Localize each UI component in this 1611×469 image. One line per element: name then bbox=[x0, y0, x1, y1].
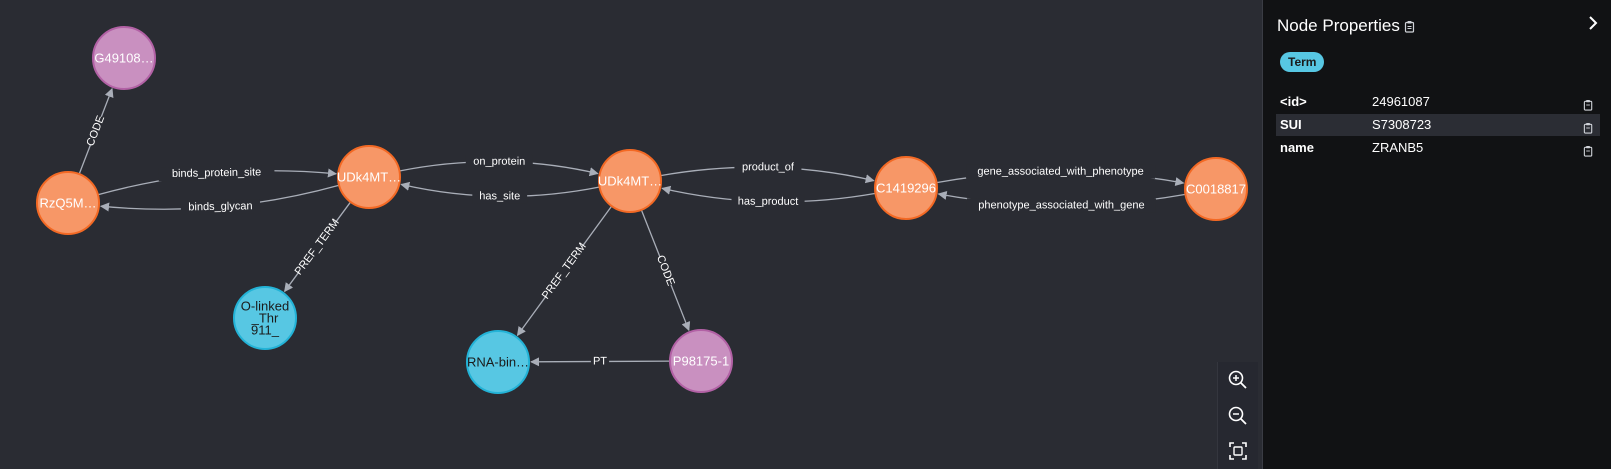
edge-label: has_product bbox=[738, 196, 799, 208]
edge-label-background bbox=[465, 154, 533, 169]
property-key: name bbox=[1280, 140, 1314, 155]
edge-label: binds_protein_site bbox=[172, 166, 261, 180]
edge-label: PT bbox=[593, 355, 607, 367]
edge-label-background bbox=[472, 189, 528, 204]
chevron-right-icon[interactable] bbox=[1586, 14, 1600, 32]
edge-gene-phenotype[interactable]: gene_associated_with_phenotype bbox=[936, 164, 1185, 187]
property-row-id: <id> 24961087 bbox=[1276, 91, 1600, 113]
edge-binds-glycan[interactable]: binds_glycan bbox=[99, 184, 340, 215]
edge-label: PREF_TERM bbox=[540, 241, 589, 302]
graph-node-c0018[interactable]: C0018817 bbox=[1184, 157, 1248, 221]
edge-code-2[interactable]: CODE bbox=[640, 209, 691, 332]
node-label: C1419296 bbox=[876, 181, 936, 196]
graph-node-g4910[interactable]: G49108… bbox=[92, 26, 156, 90]
node-label: O-linked bbox=[241, 299, 289, 314]
graph-node-udk2[interactable]: UDk4MT… bbox=[598, 149, 662, 213]
property-row-name: name ZRANB5 bbox=[1276, 137, 1600, 159]
property-key: SUI bbox=[1280, 117, 1302, 132]
copy-icon[interactable] bbox=[1404, 20, 1416, 33]
edge-product-of[interactable]: product_of bbox=[660, 160, 875, 184]
node-label: RzQ5M… bbox=[39, 196, 96, 211]
edge-label: gene_associated_with_phenotype bbox=[977, 166, 1143, 178]
node-label: C0018817 bbox=[1186, 182, 1246, 197]
graph-node-c1419[interactable]: C1419296 bbox=[874, 156, 938, 220]
node-label: 911_ bbox=[251, 323, 280, 338]
zoom-out-icon[interactable] bbox=[1226, 404, 1250, 428]
edge-label: has_site bbox=[479, 190, 520, 202]
edge-label: PREF_TERM bbox=[293, 217, 342, 278]
node-circle[interactable] bbox=[466, 330, 530, 394]
edge-label-background bbox=[180, 199, 261, 215]
copy-icon[interactable] bbox=[1583, 119, 1594, 134]
graph-svg[interactable]: CODE binds_glycan binds_protein_site has_si… bbox=[0, 0, 1262, 469]
graph-node-rnabin[interactable]: RNA-bin… bbox=[466, 330, 530, 394]
edge-label-background bbox=[966, 164, 1156, 179]
edge-pref-term-2[interactable]: PREF_TERM bbox=[516, 205, 613, 337]
edge-on-protein[interactable]: on_protein bbox=[399, 154, 599, 177]
node-label: RNA-bin… bbox=[467, 355, 529, 370]
edge-phenotype-gene[interactable]: phenotype_associated_with_gene bbox=[937, 190, 1186, 213]
edge-label: product_of bbox=[742, 161, 795, 173]
edge-label: binds_glycan bbox=[188, 200, 252, 213]
node-circle[interactable] bbox=[233, 286, 297, 350]
edge-has-site[interactable]: has_site bbox=[400, 181, 600, 204]
edge-label: CODE bbox=[84, 114, 107, 148]
graph-canvas[interactable]: CODE binds_glycan binds_protein_site has_si… bbox=[0, 0, 1262, 469]
edge-label-background bbox=[966, 198, 1156, 213]
edge-label-background bbox=[653, 253, 678, 288]
edge-label-background bbox=[731, 194, 805, 209]
fit-to-screen-icon[interactable] bbox=[1226, 439, 1250, 463]
panel-title: Node Properties bbox=[1277, 16, 1400, 35]
edge-label-background bbox=[540, 242, 588, 300]
edge-has-product[interactable]: has_product bbox=[661, 185, 876, 209]
edge-label-background bbox=[158, 165, 275, 182]
zoom-controls bbox=[1217, 362, 1258, 469]
node-properties-panel: Node Properties Term <id> 24961087 SUI S… bbox=[1262, 0, 1611, 469]
edge-label: phenotype_associated_with_gene bbox=[978, 199, 1144, 211]
edge-label-background bbox=[293, 218, 342, 276]
node-circle[interactable] bbox=[36, 171, 100, 235]
graph-node-p98175[interactable]: P98175-1 bbox=[669, 329, 733, 393]
edge-label: CODE bbox=[654, 254, 677, 288]
graph-node-rzq[interactable]: RzQ5M… bbox=[36, 171, 100, 235]
node-circle[interactable] bbox=[669, 329, 733, 393]
graph-node-udk1[interactable]: UDk4MT… bbox=[337, 145, 401, 209]
node-label: UDk4MT… bbox=[598, 174, 662, 189]
copy-icon[interactable] bbox=[1583, 96, 1594, 111]
edge-code-1[interactable]: CODE bbox=[78, 87, 114, 175]
node-circle[interactable] bbox=[92, 26, 156, 90]
edge-binds-protein-site[interactable]: binds_protein_site bbox=[97, 165, 338, 196]
node-circle[interactable] bbox=[1184, 157, 1248, 221]
edge-label-background bbox=[590, 354, 610, 369]
property-value: 24961087 bbox=[1372, 94, 1430, 109]
property-row-sui: SUI S7308723 bbox=[1276, 114, 1600, 136]
edge-label-background bbox=[83, 114, 108, 148]
copy-icon[interactable] bbox=[1583, 142, 1594, 157]
node-label: UDk4MT… bbox=[337, 170, 401, 185]
edge-label: on_protein bbox=[473, 156, 525, 168]
nodes-layer: G49108… RzQ5M… UDk4MT… UDk4MT… C1419296 C0018… bbox=[36, 26, 1248, 394]
edge-pt[interactable]: PT bbox=[530, 354, 671, 369]
node-label: _Thr bbox=[251, 311, 279, 326]
property-value: ZRANB5 bbox=[1372, 140, 1424, 155]
node-label: P98175-1 bbox=[673, 354, 729, 369]
edge-label-background bbox=[734, 160, 802, 175]
node-label: G49108… bbox=[94, 51, 153, 66]
node-circle[interactable] bbox=[598, 149, 662, 213]
node-circle[interactable] bbox=[874, 156, 938, 220]
node-label-chip[interactable]: Term bbox=[1280, 52, 1325, 72]
property-key: <id> bbox=[1280, 94, 1307, 109]
node-circle[interactable] bbox=[337, 145, 401, 209]
zoom-in-icon[interactable] bbox=[1226, 368, 1250, 392]
property-value: S7308723 bbox=[1372, 117, 1432, 132]
edge-pref-term-1[interactable]: PREF_TERM bbox=[284, 201, 352, 293]
